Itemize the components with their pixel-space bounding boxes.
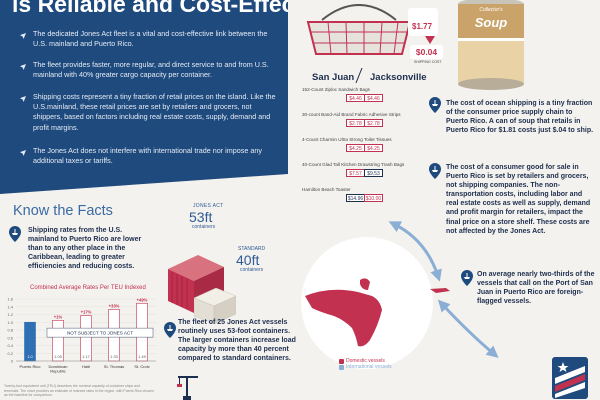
chart-category-label: St. Croix: [134, 364, 149, 369]
jacksonville-header: Jacksonville: [370, 72, 427, 83]
domestic-legend-swatch: [339, 359, 344, 364]
chart-title: Combined Average Rates Per TEU Indexed: [30, 285, 146, 291]
headline: is Reliable and Cost-Effective: [12, 0, 335, 17]
chart-percent-label: +17%: [81, 310, 92, 315]
intro-bullet-3: Shipping costs represent a tiny fraction…: [33, 92, 276, 132]
port-crane-icon: [177, 376, 198, 400]
international-legend-swatch: [339, 365, 344, 370]
chart-y-tick-label: 0.4: [7, 343, 13, 348]
divider-slash: [355, 68, 363, 83]
shipping-rates-text: Shipping rates from the U.S. mainland to…: [28, 227, 142, 271]
price-row: $2.78 $2.78: [302, 119, 420, 128]
ship-pin-icon: [429, 163, 441, 179]
intro-bullet-1: The dedicated Jones Act fleet is a vital…: [33, 29, 268, 49]
chart-value-label: 1.33: [110, 355, 117, 359]
chart-footnote: Twenty-foot equivalent unit (TEU) descri…: [4, 384, 154, 398]
domestic-legend-label: Domestic vessels: [346, 358, 385, 364]
chart-value-label: 1.05: [54, 355, 61, 359]
rates-bar-chart: 0 0.2 0.4 0.6 0.8 1.0 1.2 1.4 1.6 1.0 Puerto Rico 1…: [7, 297, 156, 374]
40ft-sub-label: containers: [240, 267, 264, 273]
price-comparison-list: 152-Count Ziploc Sandwich Bags $4.46 $4.…: [302, 87, 420, 203]
price-row: $7.57 $9.53: [302, 169, 420, 178]
item-name: 152-Count Ziploc Sandwich Bags: [302, 87, 370, 92]
chart-category-label: Republic: [50, 369, 66, 374]
ship-bullet-icon: [20, 150, 26, 156]
chart-percent-label: +1%: [54, 314, 63, 319]
consumer-cost-text: The cost of a consumer good for sale in …: [446, 164, 591, 235]
53ft-label: 53ft: [189, 209, 213, 225]
san-juan-header: San Juan: [312, 72, 355, 83]
san-juan-price: $14.96: [346, 194, 365, 202]
ship-pin-icon: [429, 97, 441, 113]
american-maritime-logo-icon: [552, 357, 588, 399]
jacksonville-price: $2.78: [364, 119, 383, 127]
shipping-price: $0.04: [410, 45, 443, 59]
jacksonville-price: $4.46: [364, 94, 383, 102]
jacksonville-price: $10.00: [364, 194, 383, 202]
53ft-sub-label: containers: [192, 224, 216, 230]
ship-pin-icon: [164, 322, 176, 338]
item-name: 40-Count Glad Tall Kitchen Drawstring Tr…: [302, 162, 405, 167]
ship-pin-icon: [9, 226, 21, 242]
chart-value-label: 1.17: [82, 355, 89, 359]
chart-y-tick-label: 1.2: [7, 312, 13, 317]
40ft-label: 40ft: [236, 252, 260, 268]
40ft-container-illustration: [194, 288, 236, 324]
soup-can-illustration: [458, 0, 524, 90]
puerto-rico-island: [430, 288, 450, 293]
chart-annotation-box: [46, 327, 154, 338]
intro-bullet-2: The fleet provides faster, more regular,…: [33, 60, 269, 80]
chart-percent-label: +33%: [109, 303, 120, 308]
jones-act-label: JONES ACT: [193, 203, 224, 209]
chart-annotation: NOT SUBJECT TO JONES ACT: [67, 331, 133, 336]
intro-bullet-4: The Jones Act does not interfere with in…: [33, 146, 262, 166]
chart-y-tick-label: 1.4: [7, 304, 13, 309]
chart-y-tick-label: 0: [11, 359, 14, 364]
arrow-down-icon: [425, 36, 435, 44]
jacksonville-price: $9.53: [364, 169, 383, 177]
ship-bullet-icon: [20, 33, 26, 39]
price-row: $4.25 $4.25: [302, 144, 420, 153]
item-name: 30-count Band-Aid Brand Fabric Adhesive …: [302, 112, 401, 117]
ship-bullet-icon: [20, 96, 26, 102]
chart-category-label: Dominican: [49, 364, 68, 369]
item-name: 4-Count Charmin Ultra Strong Toilet Tiss…: [302, 137, 392, 142]
ship-pin-icon: [461, 270, 473, 286]
chart-percent-label: +49%: [137, 297, 148, 302]
san-juan-price: $4.46: [346, 94, 365, 102]
chart-y-tick-label: 1.6: [7, 297, 13, 302]
soup-label: Soup: [474, 15, 508, 30]
san-juan-price: $2.78: [346, 119, 365, 127]
foreign-vessels-text: On average nearly two-thirds of the vess…: [477, 271, 595, 306]
soup-shipping-text: The cost of ocean shipping is a tiny fra…: [446, 100, 594, 135]
price-row: $14.96 $10.00: [302, 194, 420, 203]
chart-y-tick-label: 0.8: [7, 328, 13, 333]
chart-category-label: Haiti: [82, 364, 90, 369]
international-legend-label: International vessels: [346, 364, 392, 370]
chart-value-label: 1.49: [138, 355, 145, 359]
shipping-route-arrows: [388, 221, 499, 358]
chart-y-tick-label: 0.2: [7, 351, 13, 356]
fleet-text: The fleet of 25 Jones Act vessels routin…: [178, 319, 296, 363]
chart-y-tick-label: 1.0: [7, 320, 13, 325]
ship-bullet-icon: [20, 64, 26, 70]
chart-category-label: St. Thomas: [104, 364, 124, 369]
retail-price: $1.77: [412, 22, 433, 31]
chart-y-tick-label: 0.6: [7, 335, 13, 340]
soup-brand: Collector's: [479, 7, 503, 13]
shipping-price-caption: SHIPPING COST: [414, 60, 442, 64]
price-tag: [408, 8, 438, 36]
shopping-basket-icon: [306, 4, 412, 55]
item-name: Hamilton Beach Toaster: [302, 187, 351, 192]
standard-label: STANDARD: [238, 246, 266, 252]
intro-panel: is Reliable and Cost-Effective The dedic…: [0, 0, 288, 194]
san-juan-price: $4.25: [346, 144, 365, 152]
facts-title: Know the Facts: [13, 203, 113, 219]
chart-value-label: 1.0: [27, 355, 32, 359]
chart-category-label: Puerto Rico: [20, 364, 42, 369]
san-juan-price: $7.57: [346, 169, 365, 177]
price-row: $4.46 $4.46: [302, 94, 420, 103]
jacksonville-price: $4.25: [364, 144, 383, 152]
